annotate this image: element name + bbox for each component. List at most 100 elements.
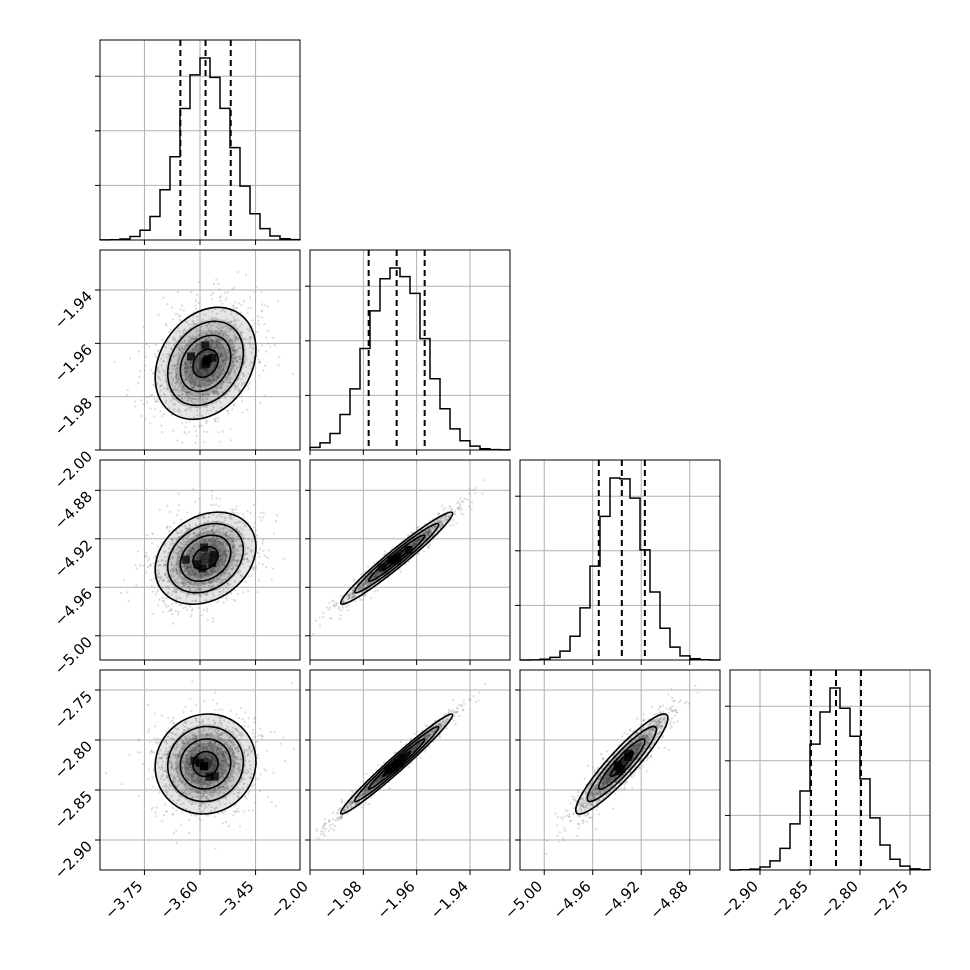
- scatter-point: [198, 342, 201, 346]
- scatter-point: [186, 566, 190, 569]
- scatter-point: [219, 559, 222, 562]
- scatter-point: [218, 555, 221, 558]
- scatter-point: [213, 346, 216, 349]
- scatter-point: [171, 567, 175, 570]
- scatter-point: [273, 344, 276, 347]
- scatter-point: [199, 331, 202, 334]
- scatter-point: [181, 441, 184, 444]
- scatter-point: [210, 370, 213, 373]
- scatter-point: [182, 791, 185, 795]
- scatter-point: [187, 592, 190, 595]
- scatter-point: [225, 554, 228, 557]
- scatter-point: [227, 763, 230, 766]
- scatter-point: [368, 582, 371, 585]
- scatter-point: [158, 508, 161, 511]
- scatter-point: [182, 739, 185, 742]
- scatter-point: [187, 527, 190, 530]
- scatter-point: [225, 385, 229, 388]
- scatter-point: [364, 580, 367, 583]
- scatter-point: [230, 592, 233, 595]
- scatter-point: [186, 339, 190, 342]
- scatter-point: [276, 300, 279, 303]
- scatter-point: [165, 776, 168, 779]
- scatter-point: [224, 353, 227, 356]
- scatter-point: [176, 577, 179, 581]
- scatter-point: [175, 595, 178, 598]
- scatter-point: [247, 589, 250, 593]
- scatter-point: [188, 727, 191, 730]
- scatter-point: [428, 530, 431, 533]
- scatter-point: [225, 534, 228, 537]
- scatter-point: [219, 558, 222, 561]
- scatter-point: [226, 357, 229, 360]
- scatter-point: [183, 729, 186, 732]
- scatter-point: [216, 578, 220, 581]
- scatter-point: [218, 364, 221, 367]
- scatter-point: [182, 386, 185, 389]
- scatter-point: [193, 573, 196, 576]
- scatter-point: [407, 561, 411, 564]
- scatter-point: [198, 594, 201, 597]
- scatter-point: [155, 369, 159, 372]
- scatter-point: [202, 747, 205, 750]
- scatter-point: [237, 553, 240, 556]
- scatter-point: [219, 406, 223, 409]
- scatter-point: [224, 568, 227, 572]
- scatter-point: [199, 398, 202, 401]
- scatter-point: [188, 792, 191, 795]
- scatter-point: [181, 566, 184, 569]
- scatter-point: [174, 610, 177, 613]
- scatter-point: [210, 339, 213, 342]
- scatter-point: [178, 575, 181, 578]
- scatter-point: [248, 760, 251, 763]
- scatter-point: [230, 537, 233, 540]
- scatter-point: [234, 762, 237, 765]
- scatter-point: [220, 732, 223, 735]
- scatter-point: [232, 742, 235, 745]
- scatter-point: [164, 740, 167, 743]
- scatter-point: [221, 785, 224, 789]
- scatter-point: [294, 638, 296, 640]
- scatter-point: [191, 569, 194, 572]
- scatter-point: [196, 377, 199, 380]
- scatter-point: [198, 572, 201, 576]
- scatter-point: [167, 552, 170, 555]
- scatter-point: [219, 300, 222, 303]
- scatter-point: [238, 357, 241, 361]
- scatter-point: [417, 540, 420, 543]
- scatter-point: [184, 725, 187, 728]
- scatter-point: [181, 767, 184, 770]
- scatter-point: [192, 572, 195, 575]
- scatter-point: [353, 594, 356, 597]
- scatter-point: [233, 349, 236, 352]
- scatter-point: [441, 523, 444, 526]
- scatter-point: [215, 341, 218, 344]
- scatter-point: [231, 730, 234, 733]
- scatter-point: [199, 362, 202, 365]
- scatter-point: [221, 353, 224, 357]
- scatter-point: [196, 377, 199, 380]
- scatter-point: [252, 503, 255, 506]
- scatter-point: [196, 315, 199, 318]
- scatter-point: [183, 582, 186, 585]
- scatter-point: [368, 582, 371, 586]
- scatter-point: [203, 782, 206, 785]
- scatter-point: [185, 540, 188, 543]
- scatter-point: [212, 568, 215, 571]
- scatter-point: [199, 341, 202, 344]
- scatter-point: [217, 600, 220, 603]
- scatter-point: [224, 559, 227, 562]
- scatter-point: [180, 347, 183, 350]
- scatter-point: [233, 323, 237, 326]
- scatter-point: [188, 593, 191, 596]
- scatter-point: [169, 543, 172, 546]
- scatter-point: [166, 527, 169, 530]
- scatter-point: [200, 581, 203, 585]
- scatter-point: [232, 744, 235, 747]
- scatter-point: [220, 724, 223, 727]
- scatter-point: [217, 431, 220, 434]
- scatter-point: [178, 554, 181, 558]
- scatter-point: [236, 757, 239, 760]
- scatter-point: [199, 357, 202, 360]
- scatter-point: [204, 747, 207, 750]
